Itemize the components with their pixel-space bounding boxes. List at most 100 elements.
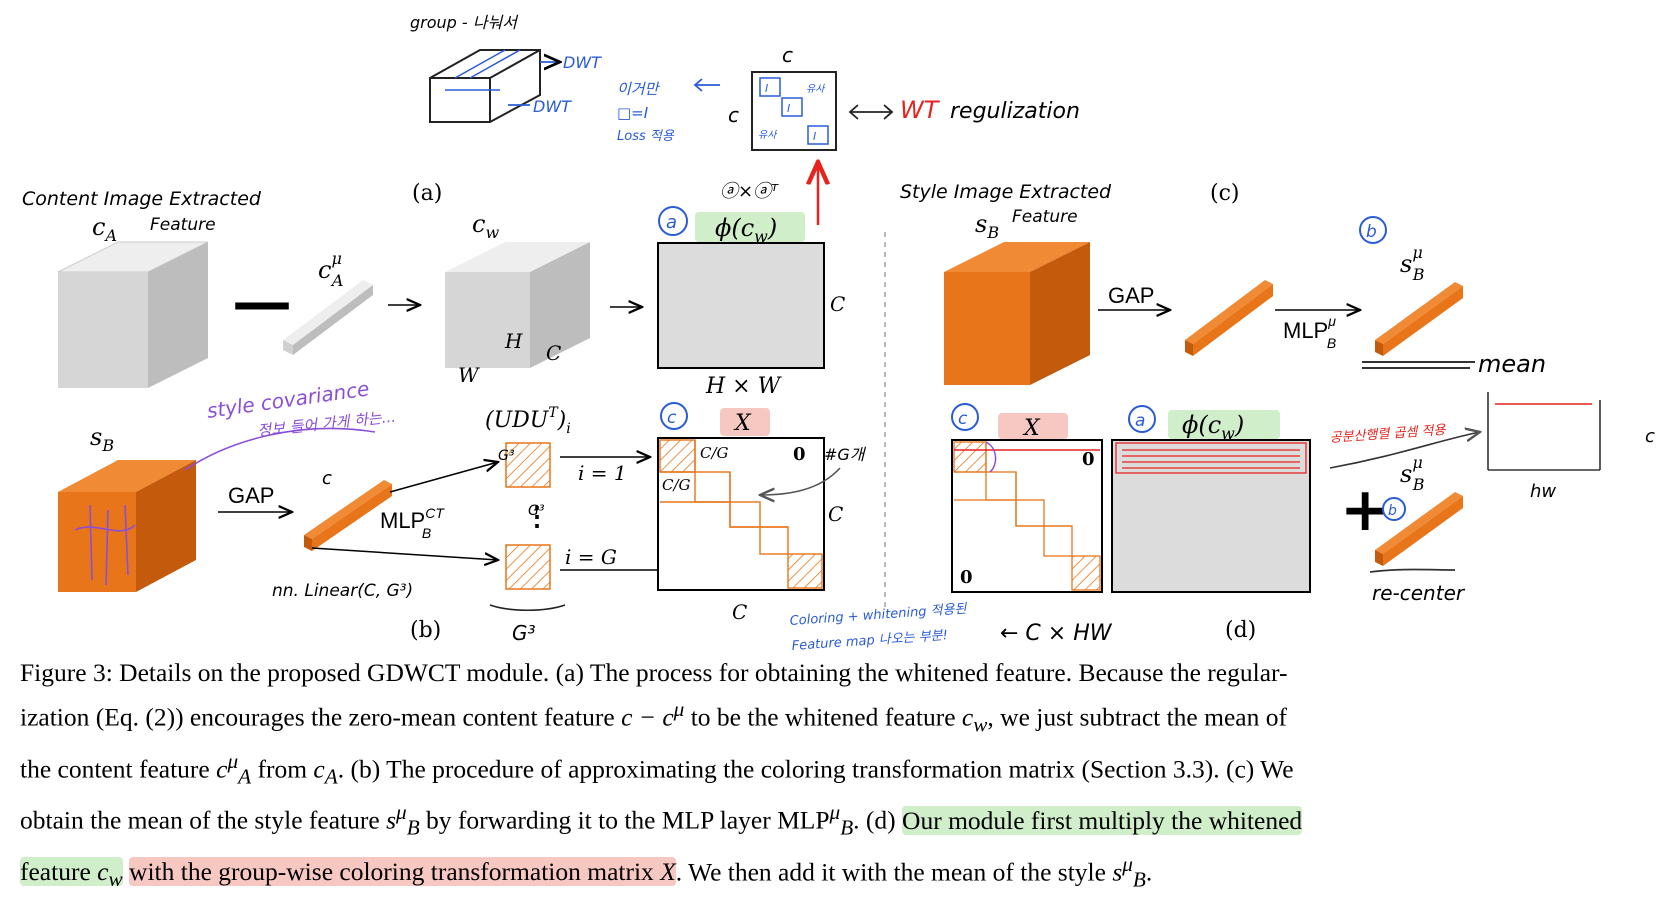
circled-a-1 bbox=[658, 206, 688, 236]
style-feature-cube-b bbox=[58, 460, 196, 592]
panel-a-label: (a) bbox=[412, 181, 442, 206]
dwt-label-1: DWT bbox=[563, 53, 602, 72]
CG-label-top: C/G bbox=[700, 444, 729, 462]
panel-d-label: (d) bbox=[1225, 618, 1256, 643]
caption-line-3: the content feature cμA from cA. (b) The… bbox=[20, 748, 1294, 789]
C-label-b-right: C bbox=[828, 502, 843, 526]
sketch-I-2: I bbox=[787, 102, 790, 115]
sB-mu-label-c: sμ B bbox=[1400, 243, 1425, 284]
X-label-b: X bbox=[733, 411, 752, 436]
loss-note-2: □=I bbox=[617, 104, 649, 122]
sketch-cube bbox=[429, 49, 541, 123]
sB-mu-label-d: sμ B bbox=[1400, 453, 1425, 494]
phi-cw-highlight bbox=[695, 212, 805, 242]
style-title-feature: Feature bbox=[1012, 207, 1078, 227]
top-sketch: group - 나눠서 DWT DWT 이거만 □=I Loss 적용 c c … bbox=[410, 13, 1080, 225]
c-note-d: c bbox=[1645, 426, 1655, 447]
cw-label: cw bbox=[472, 210, 499, 242]
phi-cw-label-d: ϕ(cw) bbox=[1182, 411, 1244, 443]
panel-a: Content Image Extracted Feature (a) cA —… bbox=[22, 181, 845, 399]
circled-a-2-letter: a bbox=[1135, 411, 1145, 431]
circled-c-2-letter: c bbox=[958, 409, 968, 429]
numG-note: #G개 bbox=[824, 445, 867, 464]
figure-3-diagram: group - 나눠서 DWT DWT 이거만 □=I Loss 적용 c c … bbox=[22, 13, 1655, 654]
content-feature-cube bbox=[57, 241, 209, 388]
sketch-cov-matrix bbox=[751, 71, 837, 151]
style-title: Style Image Extracted bbox=[900, 181, 1112, 203]
content-mean-bar bbox=[283, 280, 373, 355]
g-note-1: G³ bbox=[498, 448, 515, 464]
dwt-label-2: DWT bbox=[533, 97, 572, 116]
X-highlight-d bbox=[998, 413, 1068, 439]
caption-green-highlight-1: Our module first multiply the whitened bbox=[902, 805, 1303, 835]
iG-label: i = G bbox=[565, 545, 617, 569]
sketch-c-top: c bbox=[782, 43, 793, 67]
style-gap-bar-c bbox=[1185, 280, 1273, 356]
X-highlight-b bbox=[720, 408, 770, 436]
regulization-label: regulization bbox=[950, 99, 1080, 124]
re-center-note: re-center bbox=[1372, 581, 1466, 605]
circled-b-2 bbox=[1382, 497, 1406, 521]
W-label: W bbox=[458, 363, 480, 387]
panel-d: c X 0 0 a ϕ(cw) + b sμ B bbox=[951, 392, 1655, 646]
i1-label: i = 1 bbox=[578, 461, 627, 485]
whitened-feature-cube bbox=[445, 242, 590, 368]
minus-sign: — bbox=[232, 267, 292, 337]
c-note-b: c bbox=[322, 468, 332, 489]
group-matrix-G bbox=[505, 544, 551, 590]
style-gap-bar-b bbox=[304, 480, 392, 551]
circled-c-2 bbox=[951, 403, 979, 431]
zero-label-b: 0 bbox=[793, 444, 806, 465]
group-note: group - 나눠서 bbox=[410, 13, 519, 32]
cxhw-note: ← C × HW bbox=[1000, 621, 1113, 646]
red-note: 공분산행렬 곱셈 적용 bbox=[1329, 423, 1447, 446]
vdots: ⋮ bbox=[524, 502, 550, 532]
nn-linear-note: nn. Linear(C, G³) bbox=[272, 581, 413, 601]
gap-label-b: GAP bbox=[228, 483, 274, 508]
zero-label-d-top: 0 bbox=[1082, 449, 1095, 470]
style-feature-cube-c bbox=[944, 242, 1090, 385]
phi-cw-label: ϕ(cw) bbox=[715, 214, 777, 246]
wt-label: WT bbox=[900, 96, 941, 124]
style-mean-bar-d bbox=[1375, 492, 1463, 566]
mlp-mu-label: MLPμ B bbox=[1283, 313, 1336, 351]
coloring-note-2: Feature map 나오는 부분! bbox=[791, 628, 948, 654]
G3-note: G³ bbox=[512, 621, 536, 645]
circled-a-2 bbox=[1128, 405, 1156, 433]
plus-sign: + bbox=[1340, 475, 1390, 545]
loss-note-1: 이거만 bbox=[617, 80, 661, 98]
circled-b-1-letter: b bbox=[1366, 222, 1377, 242]
gap-label-c: GAP bbox=[1108, 283, 1154, 308]
style-mean-bar-c bbox=[1375, 282, 1463, 356]
udu-label: (UDUT)i bbox=[485, 405, 571, 437]
circled-b-1 bbox=[1359, 216, 1387, 244]
content-title-feature: Feature bbox=[150, 215, 216, 235]
coloring-matrix-d-blocks bbox=[953, 441, 1101, 591]
g-note-2: G³ bbox=[528, 503, 545, 519]
loss-note-3: Loss 적용 bbox=[617, 129, 675, 144]
caption-line-4: obtain the mean of the style feature sμB… bbox=[20, 800, 1303, 840]
sB-label-b: sB bbox=[90, 423, 114, 455]
content-title: Content Image Extracted bbox=[22, 188, 262, 210]
panel-c: Style Image Extracted Feature (c) sB GAP… bbox=[900, 181, 1546, 385]
circled-c-1 bbox=[660, 402, 688, 430]
cA-mu-label: cμ A bbox=[318, 249, 343, 290]
phi-cw-highlight-d bbox=[1168, 410, 1280, 439]
caption-line-1: Figure 3: Details on the proposed GDWCT … bbox=[20, 658, 1288, 687]
circled-b-2-letter: b bbox=[1388, 503, 1397, 519]
figure-caption: Figure 3: Details on the proposed GDWCT … bbox=[20, 655, 1660, 897]
sketch-I-3: I bbox=[813, 130, 816, 143]
red-row-scribble bbox=[1115, 442, 1307, 474]
C-label-matrix: C bbox=[830, 292, 845, 316]
sketch-similar-1: 유사 bbox=[806, 83, 826, 95]
HxW-label: H × W bbox=[705, 374, 783, 399]
H-label: H bbox=[504, 329, 523, 353]
coloring-note-1: Coloring + whitening 적용된 bbox=[789, 602, 968, 629]
panel-b: sB style covariance 정보 들어 가게 하는... GAP c… bbox=[58, 376, 968, 654]
panel-c-label: (c) bbox=[1210, 181, 1240, 206]
circled-c-1-letter: c bbox=[667, 408, 677, 428]
cA-label: cA bbox=[92, 213, 117, 245]
X-label-d: X bbox=[1022, 416, 1041, 441]
coloring-matrix-blocks bbox=[659, 439, 823, 589]
sketch-similar-2: 유사 bbox=[758, 129, 778, 141]
